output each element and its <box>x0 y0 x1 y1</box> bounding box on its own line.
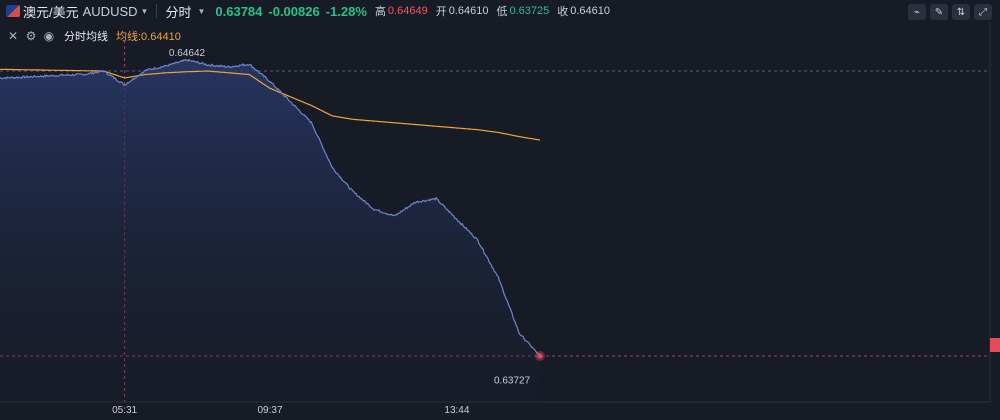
high-value: 0.64649 <box>387 5 428 17</box>
x-tick-label: 05:31 <box>112 405 137 416</box>
last-price: 0.63784 <box>215 3 263 19</box>
indicator-avg-value: 均线:0.64410 <box>116 31 181 43</box>
flag-icon <box>6 5 20 17</box>
annotation-label: 0.64642 <box>169 48 206 59</box>
top-bar: 澳元/美元 AUDUSD ▼ 分时 ▼ 0.63784 -0.00826 -1.… <box>0 0 1000 22</box>
annotation-label: 0.63727 <box>494 376 531 387</box>
open-label: 开 <box>435 6 447 18</box>
chevron-down-icon[interactable]: ▼ <box>197 6 206 16</box>
indicator-name: 分时均线 <box>64 31 108 43</box>
chart-tools: ⌁ ✎ ⇅ ⤢ <box>908 4 992 20</box>
last-point-marker <box>537 353 543 359</box>
price-change: -0.00826 <box>268 3 320 19</box>
open-value: 0.64610 <box>448 5 489 17</box>
symbol-code[interactable]: AUDUSD <box>82 3 138 19</box>
eye-icon[interactable]: ◉ <box>43 29 55 43</box>
series-price-line <box>0 58 541 357</box>
current-price-tag <box>990 338 1000 352</box>
draw-pencil-icon[interactable]: ✎ <box>930 4 948 20</box>
expand-icon[interactable]: ⤢ <box>974 4 992 20</box>
price-change-pct: -1.28% <box>325 3 367 19</box>
price-area <box>0 59 540 402</box>
series-avg-line <box>0 68 541 141</box>
low-value: 0.63725 <box>509 5 550 17</box>
gear-icon[interactable]: ⚙ <box>25 29 37 43</box>
chart-type-icon[interactable]: ⌁ <box>908 4 926 20</box>
close-value: 0.64610 <box>570 5 610 17</box>
indicator-legend: ✕ ⚙ ◉ 分时均线 均线:0.64410 <box>6 28 181 44</box>
x-tick-label: 13:44 <box>444 405 469 416</box>
divider <box>156 4 158 18</box>
close-icon[interactable]: ✕ <box>7 29 19 43</box>
period-selector[interactable]: 分时 <box>165 4 192 20</box>
compare-icon[interactable]: ⇅ <box>952 4 970 20</box>
high-label: 高 <box>374 6 386 18</box>
low-label: 低 <box>496 6 508 18</box>
chevron-down-icon[interactable]: ▼ <box>140 6 149 16</box>
close-label: 收 <box>557 6 569 18</box>
symbol-name[interactable]: 澳元/美元 <box>23 4 79 20</box>
x-tick-label: 09:37 <box>257 405 282 416</box>
